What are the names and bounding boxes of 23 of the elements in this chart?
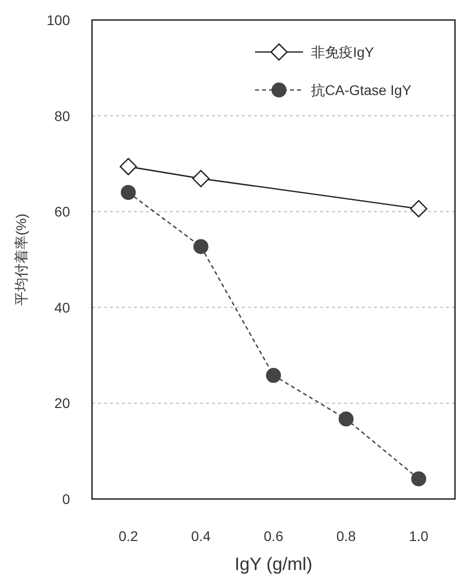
point	[120, 158, 137, 176]
point	[410, 200, 428, 218]
legend-label: 非免疫IgY	[311, 44, 375, 60]
y-tick-label: 40	[54, 299, 70, 316]
y-tick-label: 20	[54, 395, 70, 412]
x-tick-label: 1.0	[408, 528, 429, 544]
x-tick-label: 0.8	[336, 528, 356, 544]
y-axis-title: 平均付着率(%)	[13, 214, 29, 306]
legend-label: 抗CA-Gtase IgY	[311, 82, 412, 98]
point	[193, 239, 208, 254]
x-tick-label: 0.2	[118, 528, 138, 544]
point	[192, 170, 210, 188]
point	[120, 184, 136, 200]
x-tick-label: 0.6	[264, 528, 284, 544]
x-tick-label: 0.4	[191, 528, 211, 544]
point	[266, 368, 281, 383]
point	[411, 471, 426, 486]
y-tick-label: 60	[54, 204, 70, 220]
x-axis-title: IgY (g/ml)	[234, 554, 312, 574]
y-tick-label: 0	[62, 491, 70, 507]
y-tick-label: 80	[54, 108, 70, 124]
point	[338, 412, 354, 427]
y-tick-label: 100	[46, 12, 70, 28]
